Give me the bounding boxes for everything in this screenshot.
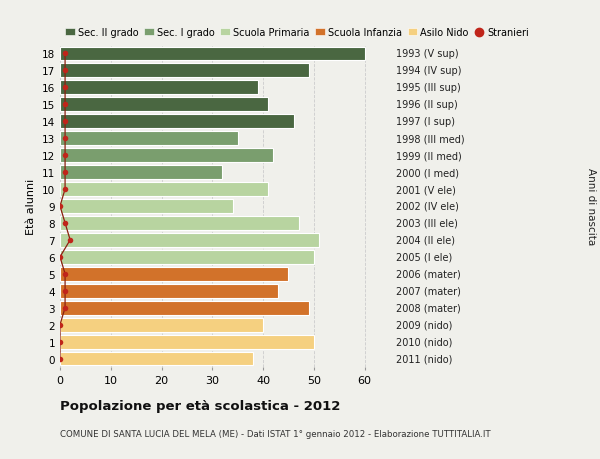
- Bar: [60, 301, 309, 315]
- Bar: [60, 81, 258, 95]
- Text: 2006 (mater): 2006 (mater): [396, 269, 461, 279]
- Text: 2004 (II ele): 2004 (II ele): [396, 235, 455, 246]
- Point: [60, 67, 70, 75]
- Point: [55, 321, 65, 329]
- Bar: [60, 250, 314, 264]
- Bar: [60, 200, 233, 213]
- Point: [55, 203, 65, 210]
- Text: 1996 (II sup): 1996 (II sup): [396, 100, 458, 110]
- Text: 2003 (III ele): 2003 (III ele): [396, 218, 458, 229]
- Bar: [60, 318, 263, 332]
- Y-axis label: Età alunni: Età alunni: [26, 179, 37, 235]
- Point: [55, 355, 65, 363]
- Text: 1995 (III sup): 1995 (III sup): [396, 83, 461, 93]
- Text: 2008 (mater): 2008 (mater): [396, 303, 461, 313]
- Point: [60, 304, 70, 312]
- Bar: [60, 115, 293, 129]
- Bar: [60, 98, 268, 112]
- Bar: [60, 267, 289, 281]
- Text: Anni di nascita: Anni di nascita: [586, 168, 596, 245]
- Bar: [60, 217, 299, 230]
- Point: [60, 84, 70, 92]
- Point: [60, 135, 70, 143]
- Bar: [60, 47, 365, 62]
- Text: 2001 (V ele): 2001 (V ele): [396, 185, 456, 195]
- Text: 1998 (III med): 1998 (III med): [396, 134, 464, 144]
- Text: 2002 (IV ele): 2002 (IV ele): [396, 202, 459, 212]
- Bar: [60, 234, 319, 247]
- Text: 2010 (nido): 2010 (nido): [396, 337, 452, 347]
- Text: 1997 (I sup): 1997 (I sup): [396, 117, 455, 127]
- Text: 1999 (II med): 1999 (II med): [396, 151, 462, 161]
- Point: [60, 169, 70, 176]
- Text: 1994 (IV sup): 1994 (IV sup): [396, 66, 461, 76]
- Point: [60, 50, 70, 58]
- Legend: Sec. II grado, Sec. I grado, Scuola Primaria, Scuola Infanzia, Asilo Nido, Stran: Sec. II grado, Sec. I grado, Scuola Prim…: [65, 28, 529, 38]
- Text: 1993 (V sup): 1993 (V sup): [396, 50, 458, 59]
- Bar: [60, 166, 223, 179]
- Point: [60, 152, 70, 159]
- Bar: [60, 149, 273, 163]
- Text: Popolazione per età scolastica - 2012: Popolazione per età scolastica - 2012: [60, 399, 340, 412]
- Text: 2007 (mater): 2007 (mater): [396, 286, 461, 296]
- Point: [55, 254, 65, 261]
- Text: 2009 (nido): 2009 (nido): [396, 320, 452, 330]
- Text: 2000 (I med): 2000 (I med): [396, 168, 459, 178]
- Text: 2011 (nido): 2011 (nido): [396, 354, 452, 364]
- Text: COMUNE DI SANTA LUCIA DEL MELA (ME) - Dati ISTAT 1° gennaio 2012 - Elaborazione : COMUNE DI SANTA LUCIA DEL MELA (ME) - Da…: [60, 429, 491, 438]
- Point: [60, 287, 70, 295]
- Bar: [60, 284, 278, 298]
- Point: [60, 118, 70, 126]
- Bar: [60, 64, 309, 78]
- Point: [60, 101, 70, 109]
- Bar: [60, 352, 253, 366]
- Bar: [60, 335, 314, 349]
- Text: 2005 (I ele): 2005 (I ele): [396, 252, 452, 262]
- Point: [60, 220, 70, 227]
- Point: [60, 270, 70, 278]
- Bar: [60, 183, 268, 196]
- Bar: [60, 132, 238, 146]
- Point: [55, 338, 65, 346]
- Point: [60, 186, 70, 193]
- Point: [65, 237, 75, 244]
